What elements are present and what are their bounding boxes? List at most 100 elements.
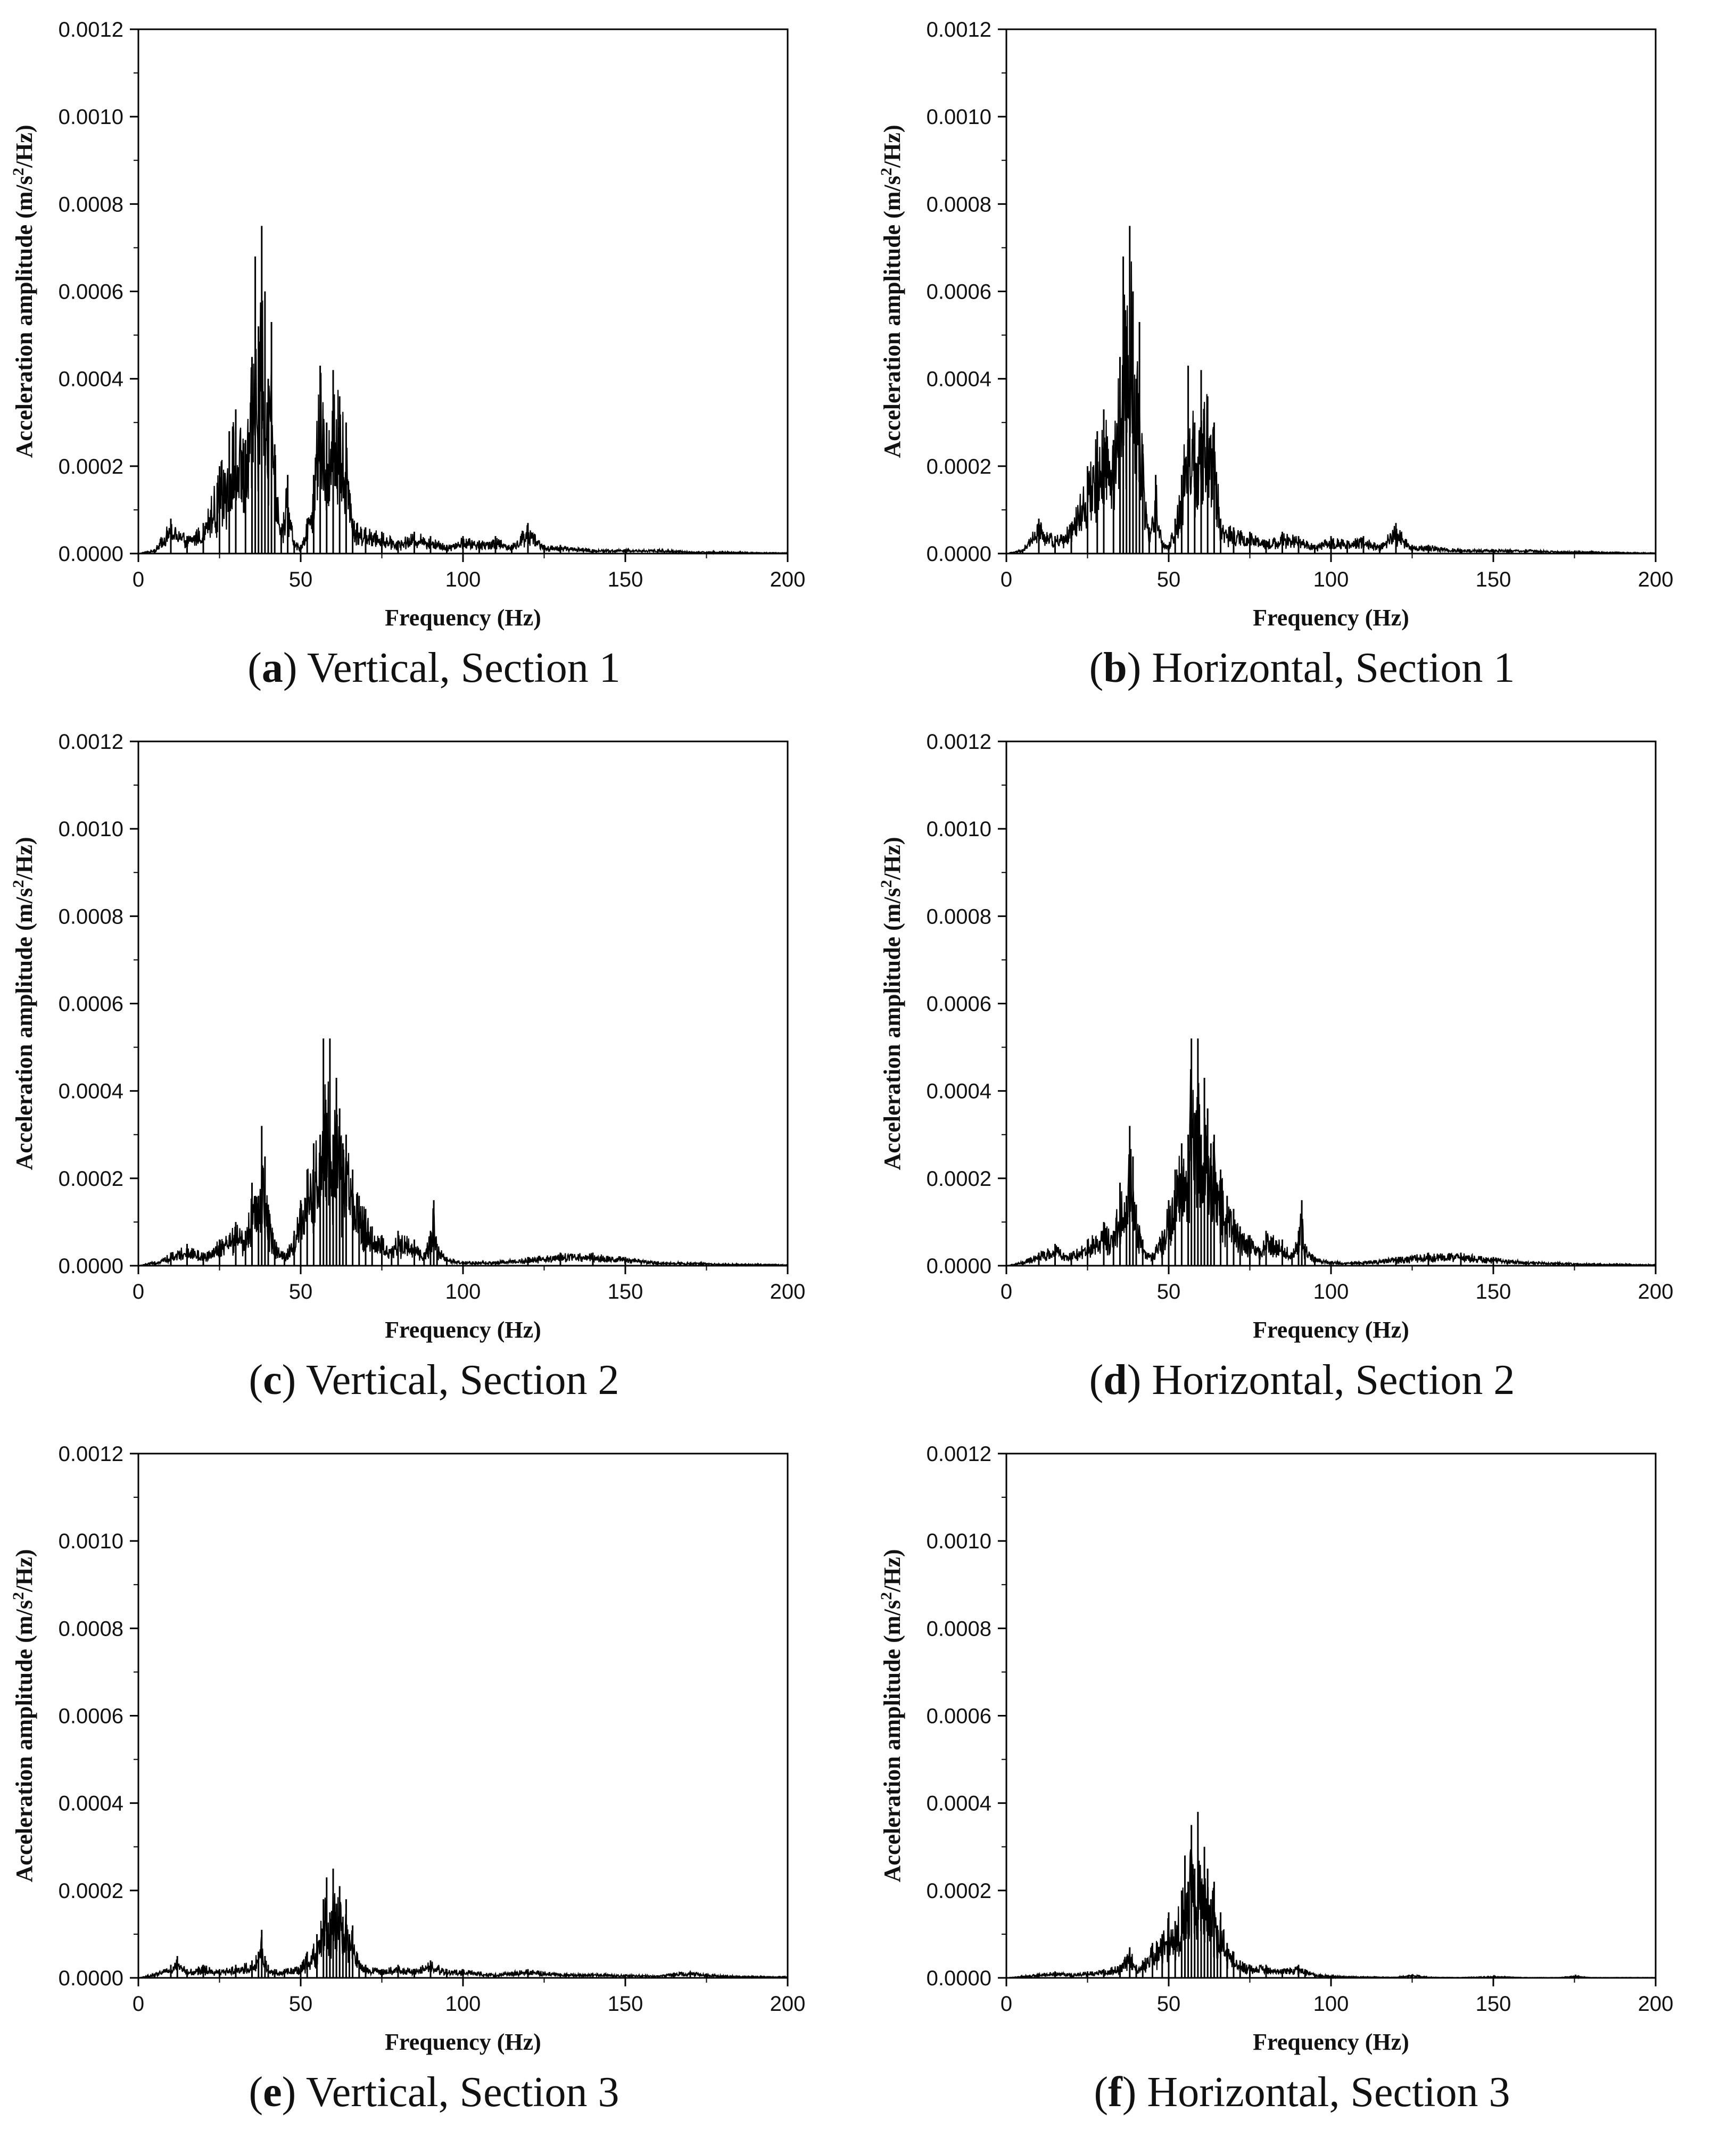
x-tick-label: 100 [1313, 1280, 1349, 1303]
x-tick-label: 50 [289, 1992, 313, 2016]
chart-e: 0.0000 0.0002 0.0004 0.0006 0.0008 0.0010 0.00… [10, 1442, 806, 2055]
y-tick-label: 0.0002 [927, 455, 991, 478]
x-tick-label: 150 [608, 1992, 643, 2016]
y-tick-label: 0.0000 [927, 1255, 991, 1278]
caption-b: (b) Horizontal, Section 1 [1089, 645, 1515, 691]
x-tick-label: 150 [608, 1280, 643, 1303]
chart-c: 0.0000 0.0002 0.0004 0.0006 0.0008 0.0010 0.00… [10, 730, 805, 1343]
y-axis-label: Acceleration amplitude (m/s2/Hz) [10, 837, 37, 1170]
y-tick-label: 0.0010 [927, 818, 991, 841]
caption-text: Horizontal, Section 3 [1136, 2069, 1510, 2116]
x-tick-label: 0 [133, 1280, 144, 1303]
y-axis-label: Acceleration amplitude (m/s2/Hz) [878, 837, 905, 1170]
x-tick-label: 200 [770, 568, 806, 591]
x-tick-label: 100 [445, 568, 481, 591]
x-tick-label: 0 [1001, 568, 1012, 591]
y-tick-label: 0.0004 [59, 1792, 123, 1816]
caption-text: Horizontal, Section 2 [1141, 1357, 1515, 1404]
x-tick-label: 50 [289, 568, 313, 591]
y-tick-label: 0.0000 [59, 542, 123, 566]
panel-e: 0.0000 0.0002 0.0004 0.0006 0.0008 0.0010 0.00… [0, 1424, 868, 2136]
panel-d: 0.0000 0.0002 0.0004 0.0006 0.0008 0.0010 0.00… [868, 712, 1736, 1424]
y-tick-label: 0.0012 [927, 1442, 991, 1466]
x-axis-label: Frequency (Hz) [1253, 605, 1409, 631]
y-tick-label: 0.0004 [927, 368, 991, 391]
y-axis-label-sup: 2 [878, 880, 895, 888]
x-tick-label: 0 [1001, 1280, 1012, 1303]
y-axis-label-prefix: Acceleration amplitude (m/s [11, 176, 37, 458]
plot-frame [1005, 1453, 1657, 1979]
x-tick-label: 150 [1476, 1992, 1511, 2016]
y-tick-label: 0.0010 [927, 1530, 991, 1553]
y-tick-label: 0.0002 [927, 1879, 991, 1903]
y-tick-label: 0.0010 [59, 1530, 123, 1553]
panel-c: 0.0000 0.0002 0.0004 0.0006 0.0008 0.0010 0.00… [0, 712, 868, 1424]
x-tick-label: 150 [1476, 568, 1511, 591]
x-axis-label: Frequency (Hz) [1253, 2029, 1409, 2055]
y-tick-label: 0.0002 [59, 1879, 123, 1903]
y-axis-label: Acceleration amplitude (m/s2/Hz) [10, 1549, 37, 1883]
y-tick-label: 0.0002 [927, 1167, 991, 1191]
y-tick-label: 0.0012 [59, 18, 123, 42]
x-axis-label: Frequency (Hz) [385, 605, 541, 631]
chart-a: 0.0000 0.0002 0.0004 0.0006 0.0008 0.0010 0.00… [10, 18, 806, 631]
y-tick-label: 0.0010 [59, 105, 123, 129]
series-line [1006, 1832, 1656, 1979]
caption-letter: e [263, 2069, 282, 2116]
x-tick-label: 100 [1313, 568, 1349, 591]
y-tick-label: 0.0010 [927, 105, 991, 129]
y-tick-label: 0.0008 [59, 1617, 123, 1640]
y-tick-label: 0.0002 [59, 455, 123, 478]
caption-letter: c [263, 1357, 282, 1404]
panel-a: 0.0000 0.0002 0.0004 0.0006 0.0008 0.0010 0.00… [0, 0, 868, 712]
y-tick-label: 0.0012 [927, 18, 991, 42]
y-axis-label-suffix: /Hz) [11, 837, 37, 881]
y-tick-label: 0.0006 [927, 993, 991, 1016]
y-axis-label-prefix: Acceleration amplitude (m/s [879, 176, 905, 458]
y-tick-label: 0.0006 [59, 1705, 123, 1728]
x-tick-label: 0 [133, 568, 144, 591]
y-tick-label: 0.0008 [927, 193, 991, 216]
x-tick-label: 200 [1638, 1280, 1674, 1303]
y-tick-label: 0.0000 [59, 1255, 123, 1278]
plot-frame [137, 1453, 789, 1979]
x-tick-label: 100 [445, 1992, 481, 2016]
caption-f: (f) Horizontal, Section 3 [1094, 2069, 1510, 2116]
plot-frame [1005, 740, 1657, 1267]
y-tick-label: 0.0006 [59, 993, 123, 1016]
y-axis-label-suffix: /Hz) [879, 837, 905, 881]
y-axis-label: Acceleration amplitude (m/s2/Hz) [878, 1549, 905, 1883]
y-axis-label-sup: 2 [10, 168, 27, 176]
caption-letter: b [1103, 645, 1127, 691]
x-tick-label: 200 [1638, 568, 1674, 591]
y-tick-label: 0.0002 [59, 1167, 123, 1191]
x-tick-label: 50 [289, 1280, 313, 1303]
y-axis-label-suffix: /Hz) [879, 1549, 905, 1593]
y-tick-label: 0.0012 [59, 1442, 123, 1466]
y-tick-label: 0.0008 [927, 1617, 991, 1640]
x-tick-label: 150 [1476, 1280, 1511, 1303]
y-tick-label: 0.0006 [59, 280, 123, 304]
x-tick-label: 150 [608, 568, 643, 591]
y-axis-label-sup: 2 [10, 1592, 27, 1600]
y-tick-label: 0.0008 [59, 193, 123, 216]
chart-b: 0.0000 0.0002 0.0004 0.0006 0.0008 0.0010 0.00… [878, 18, 1674, 631]
y-tick-label: 0.0012 [59, 730, 123, 754]
x-tick-label: 0 [1001, 1992, 1012, 2016]
y-tick-label: 0.0012 [927, 730, 991, 754]
x-tick-label: 50 [1157, 568, 1181, 591]
plot-frame [137, 740, 789, 1267]
x-tick-label: 100 [445, 1280, 481, 1303]
panel-b: 0.0000 0.0002 0.0004 0.0006 0.0008 0.0010 0.00… [868, 0, 1736, 712]
x-tick-label: 50 [1157, 1280, 1181, 1303]
x-tick-label: 200 [770, 1992, 806, 2016]
x-tick-label: 50 [1157, 1992, 1181, 2016]
y-axis-label: Acceleration amplitude (m/s2/Hz) [878, 125, 905, 458]
y-tick-label: 0.0010 [59, 818, 123, 841]
x-tick-label: 100 [1313, 1992, 1349, 2016]
caption-letter: d [1103, 1357, 1127, 1404]
y-axis-label-prefix: Acceleration amplitude (m/s [11, 888, 37, 1170]
y-tick-label: 0.0008 [59, 905, 123, 928]
panel-f: 0.0000 0.0002 0.0004 0.0006 0.0008 0.0010 0.00… [868, 1424, 1736, 2136]
x-axis-label: Frequency (Hz) [385, 1317, 541, 1343]
